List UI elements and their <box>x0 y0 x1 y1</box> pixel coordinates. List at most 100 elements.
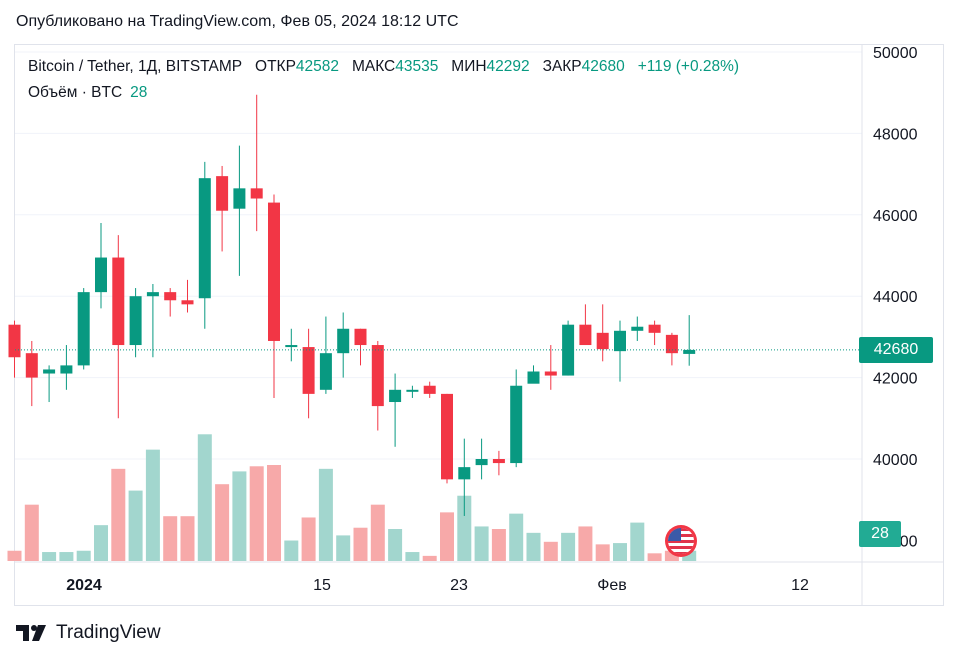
volume-bar <box>370 504 385 561</box>
candle-body <box>129 296 142 346</box>
candle-body <box>302 347 315 394</box>
candle-body <box>544 371 557 376</box>
candle-body <box>614 330 626 352</box>
candle-body <box>423 385 436 394</box>
low-label: МИН <box>451 58 487 75</box>
x-tick-label: 15 <box>313 577 331 594</box>
high-label: МАКС <box>351 58 396 75</box>
ohlc-legend: Bitcoin / Tether, 1Д, BITSTAMP ОТКР42582… <box>28 58 739 76</box>
candle-body <box>596 332 609 350</box>
volume-bar <box>42 552 57 561</box>
candle-body <box>285 345 298 348</box>
candle-body <box>406 389 419 392</box>
volume-bar <box>509 513 524 561</box>
volume-bar <box>267 465 281 561</box>
candle-body <box>354 328 367 346</box>
us-flag-icon[interactable] <box>664 524 698 558</box>
volume-bar <box>630 522 645 561</box>
volume-label: Объём · BTC <box>28 84 123 101</box>
candle-body <box>319 353 332 390</box>
candle-body <box>233 188 246 209</box>
x-tick-label: 12 <box>791 577 809 594</box>
volume-bar <box>318 468 333 561</box>
candle-body <box>146 292 159 297</box>
volume-bar <box>145 449 160 561</box>
high-value: 43535 <box>395 58 439 75</box>
y-tick-label: 46000 <box>873 208 918 225</box>
candle-body <box>475 459 488 466</box>
volume-bar <box>301 517 316 561</box>
volume-bar <box>353 527 368 561</box>
last-price-tag: 42680 <box>859 337 933 363</box>
symbol-label: Bitcoin / Tether, 1Д, BITSTAMP <box>28 58 243 75</box>
candle-body <box>60 365 73 374</box>
candle-body <box>198 178 211 299</box>
volume-bar <box>474 526 489 561</box>
candle-body <box>510 385 523 464</box>
volume-bar <box>457 495 472 561</box>
open-label: ОТКР <box>255 58 296 75</box>
volume-bar <box>128 490 143 561</box>
volume-bar <box>578 526 593 561</box>
volume-bar <box>491 529 506 561</box>
published-caption: Опубликовано на TradingView.com, Фев 05,… <box>16 13 459 30</box>
y-tick-label: 44000 <box>873 289 918 306</box>
candle-body <box>95 257 107 293</box>
volume-bar <box>7 550 22 561</box>
candle-body <box>631 326 644 331</box>
volume-bar <box>682 550 697 561</box>
candle-body <box>337 328 350 354</box>
y-tick-label: 48000 <box>873 126 918 143</box>
volume-bar <box>388 529 403 561</box>
candle-body <box>441 393 453 480</box>
candle-body <box>112 257 125 346</box>
volume-bar <box>76 550 91 561</box>
volume-bar <box>595 544 610 561</box>
volume-bar <box>405 552 420 561</box>
candle-body <box>43 369 56 374</box>
tradingview-logo-icon <box>16 625 46 641</box>
brand-label: TradingView <box>56 622 161 643</box>
candle-body <box>665 334 678 354</box>
volume-bar <box>94 525 108 561</box>
volume-bar <box>647 553 662 561</box>
candle-body <box>458 467 471 480</box>
change-value: +119 (+0.28%) <box>637 58 740 75</box>
candle-body <box>562 324 575 376</box>
volume-bar <box>163 516 178 561</box>
close-value: 42680 <box>581 58 625 75</box>
open-value: 42582 <box>295 58 340 75</box>
volume-bar <box>59 552 74 561</box>
volume-bar <box>249 466 264 561</box>
x-tick-label: Фев <box>597 577 627 594</box>
candle-body <box>77 292 90 366</box>
candle-body <box>216 176 229 211</box>
volume-bar <box>284 540 299 561</box>
volume-bar <box>422 555 437 561</box>
volume-bar <box>215 484 230 561</box>
candle-body <box>268 202 280 341</box>
candle-body <box>250 188 263 199</box>
candle-body <box>181 300 194 305</box>
volume-bar <box>24 504 39 561</box>
candle-body <box>371 345 384 407</box>
candle-body <box>164 292 177 301</box>
low-value: 42292 <box>486 58 530 75</box>
volume-bar <box>197 434 212 561</box>
candle-body <box>492 459 505 464</box>
candle-body <box>8 324 21 358</box>
volume-bar <box>111 468 126 561</box>
tradingview-brand[interactable]: TradingView <box>16 622 161 644</box>
last-volume-tag: 28 <box>859 521 901 547</box>
y-tick-label: 50000 <box>873 45 918 62</box>
volume-value: 28 <box>130 84 148 101</box>
volume-bar <box>526 532 541 561</box>
volume-bar <box>180 516 195 561</box>
volume-bar <box>440 512 454 561</box>
close-label: ЗАКР <box>542 58 582 75</box>
candle-body <box>683 349 696 354</box>
volume-bar <box>543 541 558 561</box>
x-tick-label: 23 <box>450 577 468 594</box>
candle-body <box>389 389 402 403</box>
